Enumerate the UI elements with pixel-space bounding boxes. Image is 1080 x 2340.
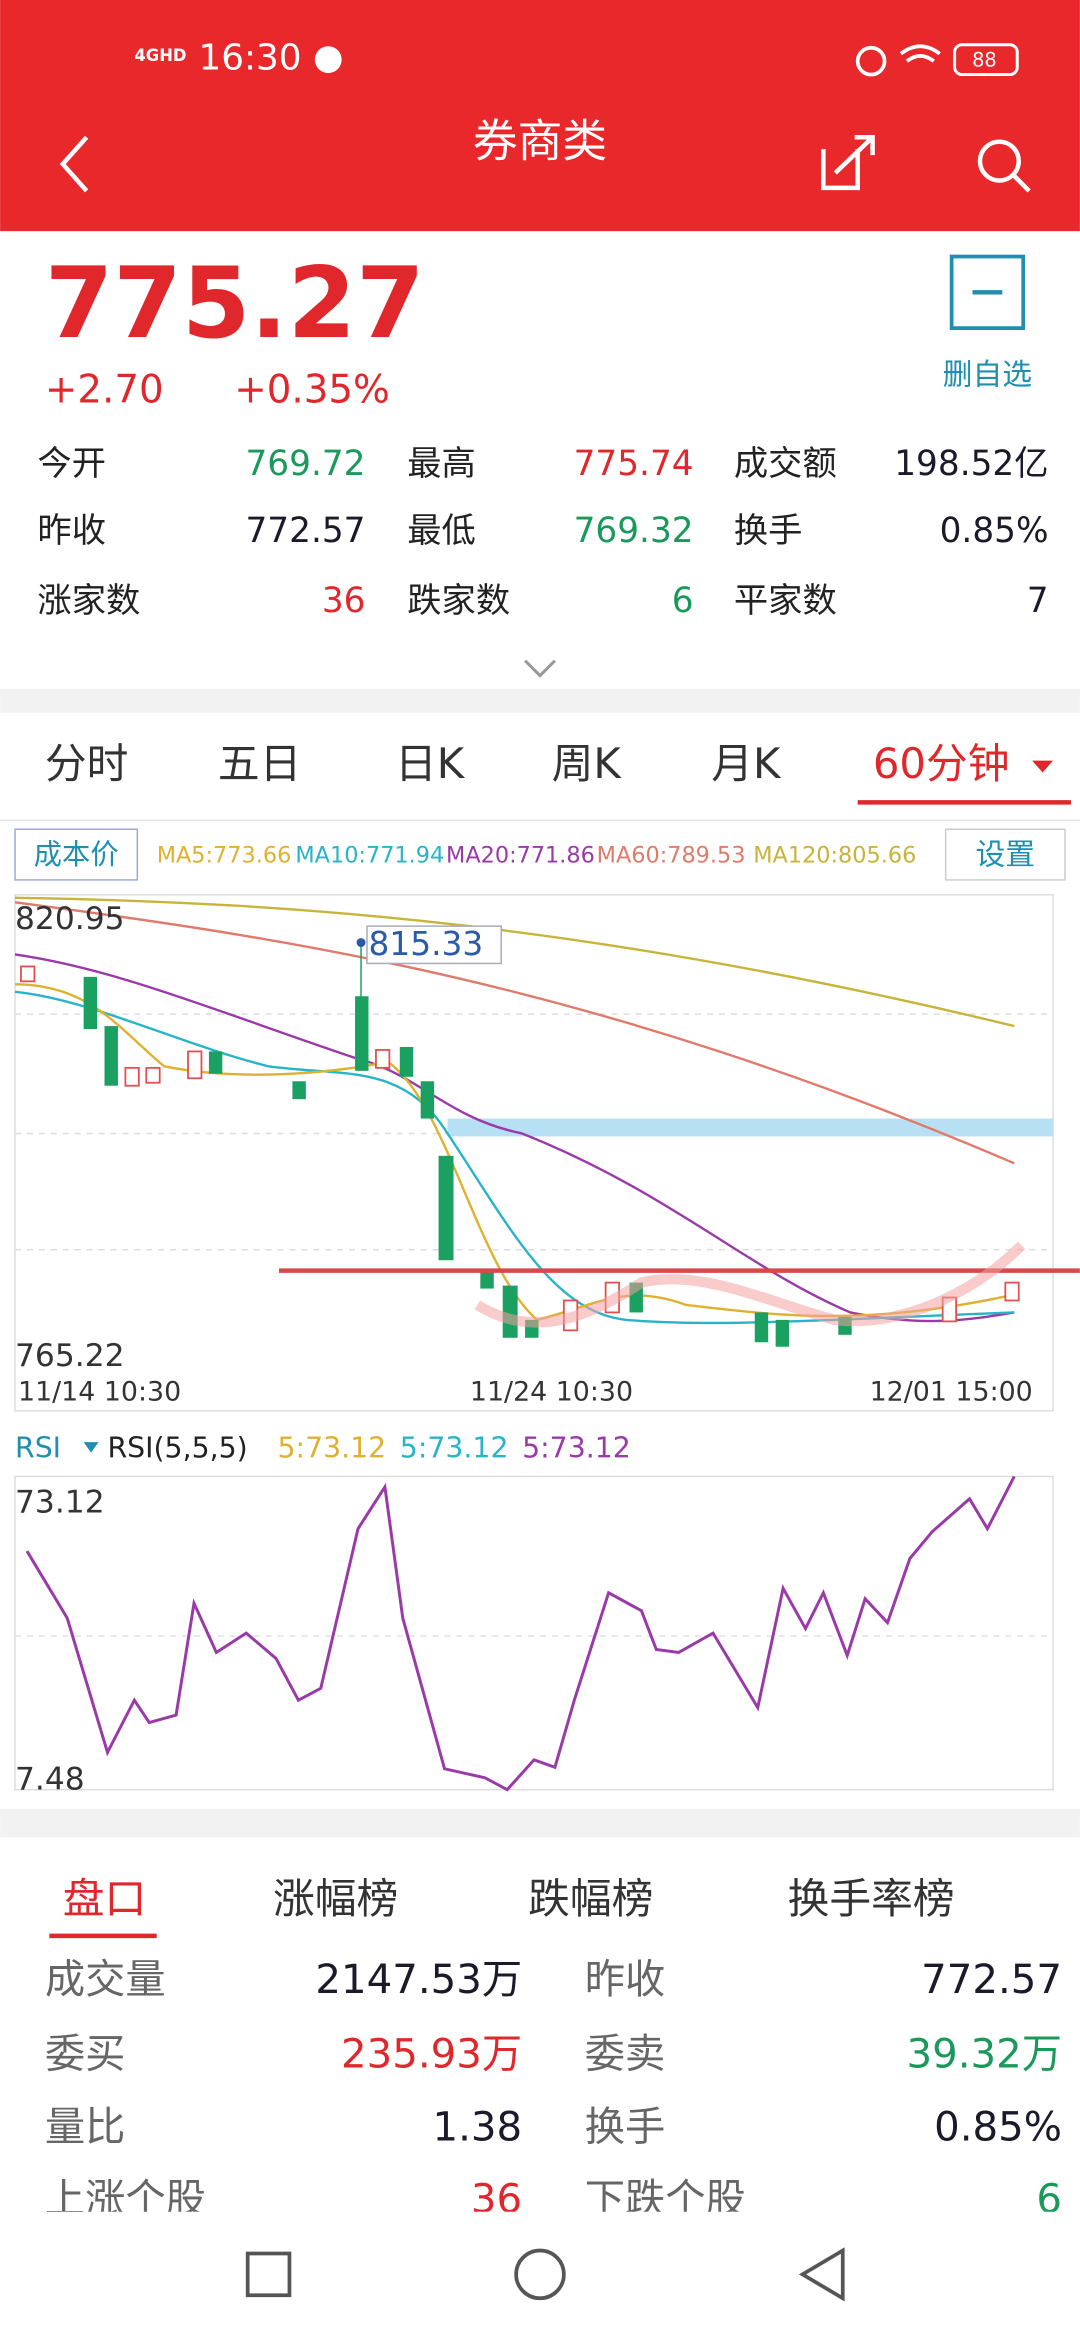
alarm-icon <box>855 45 887 77</box>
ma-value: MA60:789.53 <box>597 843 746 869</box>
recents-button[interactable] <box>245 2251 292 2298</box>
home-button[interactable] <box>514 2248 566 2301</box>
app-header <box>0 0 1080 232</box>
back-button[interactable] <box>59 135 89 193</box>
x-label: 12/01 15:00 <box>870 1376 1033 1407</box>
stat-value: 772.57 <box>245 511 365 551</box>
stat-value: 0.85% <box>940 511 1049 551</box>
list-tab[interactable]: 涨幅榜 <box>273 1874 398 1923</box>
kline-chart <box>14 894 1080 1412</box>
rsi-value: 5:73.12 <box>522 1432 631 1465</box>
dropdown-icon[interactable] <box>1032 760 1054 773</box>
book-label: 委买 <box>45 2032 126 2078</box>
expand-icon[interactable] <box>524 659 556 678</box>
stat-label: 成交额 <box>734 444 837 484</box>
watch-label[interactable]: 删自选 <box>943 357 1032 392</box>
book-value: 2147.53万 <box>315 1957 522 2003</box>
stat-value: 6 <box>672 581 694 621</box>
stat-label: 涨家数 <box>37 581 140 621</box>
book-value: 235.93万 <box>341 2032 522 2078</box>
message-icon <box>314 46 342 74</box>
change: +2.70 <box>45 368 164 413</box>
separator <box>0 689 1080 713</box>
separator <box>0 1809 1080 1838</box>
book-value: 772.57 <box>921 1957 1062 2003</box>
y-max-label: 820.95 <box>15 901 125 937</box>
stat-value: 198.52亿 <box>894 444 1048 484</box>
stat-label: 昨收 <box>37 511 106 551</box>
battery-level: 88 <box>972 49 997 72</box>
book-value: 1.38 <box>432 2105 522 2151</box>
x-label: 11/14 10:30 <box>18 1376 181 1407</box>
book-label: 量比 <box>45 2105 126 2151</box>
settings-button[interactable] <box>944 828 1066 881</box>
book-value: 0.85% <box>934 2105 1062 2151</box>
watch-button[interactable] <box>949 254 1026 330</box>
book-label: 成交量 <box>45 1957 166 2003</box>
book-label: 委卖 <box>585 2032 666 2078</box>
stat-label: 跌家数 <box>407 581 510 621</box>
rsi-chart <box>14 1475 1054 1792</box>
y-min-label: 765.22 <box>15 1338 125 1374</box>
ma-value: MA20:771.86 <box>446 843 595 869</box>
search-button[interactable] <box>977 139 1031 193</box>
book-label: 昨收 <box>585 1957 666 2003</box>
stat-value: 769.32 <box>574 511 694 551</box>
rsi-name[interactable]: RSI <box>15 1432 61 1465</box>
share-button[interactable] <box>821 134 875 191</box>
page-title: 券商类 <box>473 115 607 168</box>
period-tab[interactable]: 60分钟 <box>873 739 1010 788</box>
list-tab[interactable]: 盘口 <box>63 1874 147 1923</box>
cost-label[interactable]: 成本价 <box>34 838 119 871</box>
high-label: 815.33 <box>368 925 483 963</box>
network: 4GHD <box>134 46 186 65</box>
list-tab[interactable]: 换手率榜 <box>788 1874 955 1923</box>
back-nav-button[interactable] <box>798 2247 845 2302</box>
stat-label: 最高 <box>407 444 476 484</box>
period-tab[interactable]: 分时 <box>45 739 129 788</box>
ma-value: MA5:773.66 <box>157 843 292 869</box>
stat-value: 769.72 <box>245 444 365 484</box>
x-label: 11/24 10:30 <box>470 1376 633 1407</box>
rsi-dropdown[interactable] <box>83 1442 99 1453</box>
change-percent: +0.35% <box>234 368 390 413</box>
nav-bar <box>0 2211 1080 2340</box>
book-label: 换手 <box>585 2105 666 2151</box>
stat-label: 换手 <box>734 511 803 551</box>
period-tab[interactable]: 日K <box>395 739 466 788</box>
battery-icon <box>953 43 1019 77</box>
ma-value: MA10:771.94 <box>295 843 444 869</box>
stat-value: 775.74 <box>574 444 694 484</box>
stat-value: 7 <box>1027 581 1049 621</box>
period-tab[interactable]: 周K <box>552 739 623 788</box>
wifi-icon <box>899 44 941 63</box>
stat-label: 平家数 <box>734 581 837 621</box>
rsi-params: RSI(5,5,5) <box>107 1432 247 1465</box>
book-value: 39.32万 <box>907 2032 1062 2078</box>
stat-label: 今开 <box>37 444 106 484</box>
rsi-value: 5:73.12 <box>400 1432 509 1465</box>
period-tab[interactable]: 五日 <box>218 739 302 788</box>
ma-value: MA120:805.66 <box>753 843 916 869</box>
period-tab[interactable]: 月K <box>711 739 782 788</box>
settings-label[interactable]: 设置 <box>975 838 1035 873</box>
rsi-min-label: 7.48 <box>15 1762 85 1798</box>
cost-button[interactable] <box>14 828 139 881</box>
stat-value: 36 <box>322 581 366 621</box>
rsi-max-label: 73.12 <box>15 1484 105 1520</box>
clock: 16:30 <box>198 38 301 79</box>
rsi-value: 5:73.12 <box>278 1432 387 1465</box>
stat-label: 最低 <box>407 511 476 551</box>
list-tab[interactable]: 跌幅榜 <box>528 1874 653 1923</box>
price: 775.27 <box>45 247 425 361</box>
